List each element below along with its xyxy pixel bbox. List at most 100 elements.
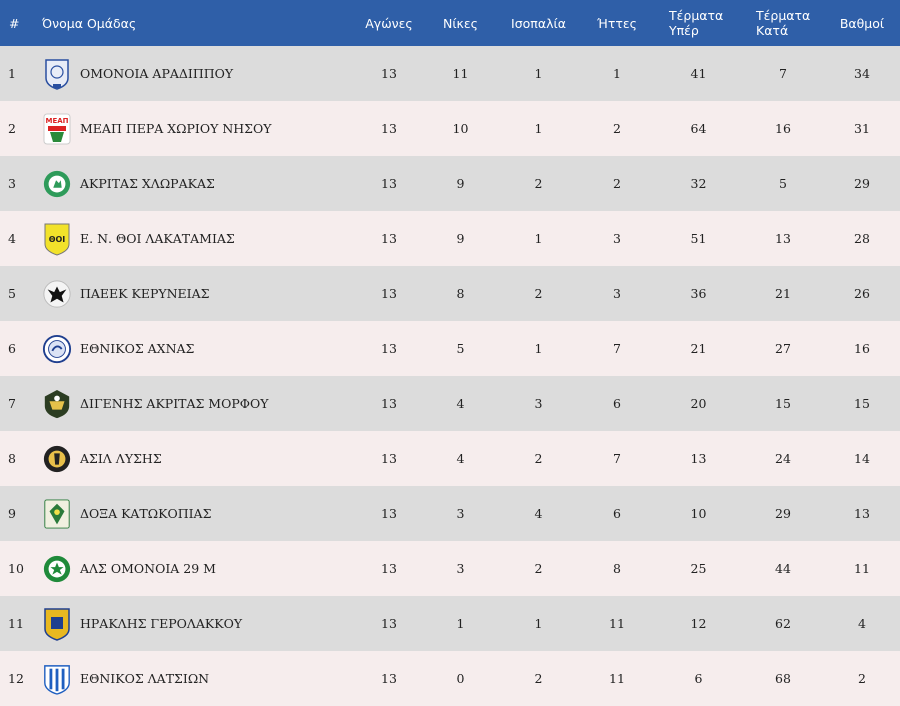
row-wins: 3 [456,561,465,576]
row-points: 13 [854,506,870,521]
row-goals-against: 13 [775,231,791,246]
row-goals-for: 21 [690,341,707,356]
row-points: 28 [854,231,870,246]
row-team: ΗΡΑΚΛΗΣ ΓΕΡΟΛΑΚΚΟΥ [38,596,355,651]
row-points: 16 [854,341,870,356]
omonia-aradippou-crest-icon [42,57,72,91]
row-points: 14 [854,451,870,466]
iraklis-gerolakkou-crest-icon [42,607,72,641]
asil-lysis-crest-icon [42,442,72,476]
row-draws: 1 [534,121,543,136]
row-position: 6 [8,341,16,356]
row-losses: 2 [613,121,621,136]
row-position: 9 [8,506,16,521]
row-wins: 5 [456,341,465,356]
akritas-chlorakas-crest-icon [42,167,72,201]
header-team-name: Όνομα Ομάδας [42,15,137,31]
row-played: 13 [381,66,397,81]
row-goals-against: 21 [775,286,791,301]
ethnikos-achnas-crest-icon [42,332,72,366]
table-row: 5 ΠΑΕΕΚ ΚΕΡΥΝΕΙΑΣ 13 8 2 3 36 21 26 [0,266,900,321]
row-team: ΟΜΟΝΟΙΑ ΑΡΑΔΙΠΠΟΥ [38,46,355,101]
row-goals-for: 36 [690,286,707,301]
row-losses: 8 [613,561,621,576]
row-wins: 9 [456,176,465,191]
row-played: 13 [381,561,397,576]
header-points: Βαθμοί [839,15,885,31]
table-row: 9 ΔΟΞΑ ΚΑΤΩΚΟΠΙΑΣ 13 3 4 6 10 29 13 [0,486,900,541]
row-played: 13 [381,671,397,686]
row-goals-for: 25 [690,561,707,576]
header-position: # [9,15,20,31]
row-points: 15 [854,396,870,411]
row-wins: 4 [456,451,465,466]
digenis-morfou-crest-icon [42,387,72,421]
row-played: 13 [381,341,397,356]
header-goals-against: Τέρματα Κατά [756,8,811,38]
row-wins: 8 [456,286,465,301]
row-team: ΔΟΞΑ ΚΑΤΩΚΟΠΙΑΣ [38,486,355,541]
row-goals-for: 10 [690,506,707,521]
row-losses: 6 [613,506,621,521]
row-played: 13 [381,121,397,136]
row-goals-for: 41 [690,66,707,81]
row-team: ΑΛΣ ΟΜΟΝΟΙΑ 29 Μ [38,541,355,596]
row-goals-against: 44 [775,561,791,576]
row-wins: 11 [452,66,469,81]
table-row: 2 ΜΕΑΠ ΜΕΑΠ ΠΕΡΑ ΧΩΡΙΟΥ ΝΗΣΟΥ 13 10 1 2 64 16 31 [0,101,900,156]
row-goals-against: 7 [779,66,787,81]
row-played: 13 [381,451,397,466]
row-losses: 7 [613,341,621,356]
row-losses: 7 [613,451,621,466]
row-goals-against: 27 [775,341,791,356]
team-name: ΑΛΣ ΟΜΟΝΟΙΑ 29 Μ [80,561,216,576]
team-name: ΑΣΙΛ ΛΥΣΗΣ [80,451,162,466]
header-wins: Νίκες [442,15,479,31]
team-name: ΕΘΝΙΚΟΣ ΑΧΝΑΣ [80,341,195,356]
row-team: ΔΙΓΕΝΗΣ ΑΚΡΙΤΑΣ ΜΟΡΦΟΥ [38,376,355,431]
row-losses: 2 [613,176,621,191]
table-row: 1 ΟΜΟΝΟΙΑ ΑΡΑΔΙΠΠΟΥ 13 11 1 1 41 7 34 [0,46,900,101]
header-played: Αγώνες [365,15,413,31]
team-name: ΕΘΝΙΚΟΣ ΛΑΤΣΙΩΝ [80,671,210,686]
row-draws: 2 [534,561,543,576]
paeek-eagle-crest-icon [42,277,72,311]
row-position: 2 [8,121,16,136]
thoi-lakatamias-crest-icon: ΘΟΙ [42,222,72,256]
table-row: 7 ΔΙΓΕΝΗΣ ΑΚΡΙΤΑΣ ΜΟΡΦΟΥ 13 4 3 6 20 15 15 [0,376,900,431]
row-losses: 11 [609,616,625,631]
omonia-29m-crest-icon [42,552,72,586]
row-goals-against: 16 [775,121,791,136]
row-position: 12 [8,671,24,686]
row-goals-against: 5 [779,176,787,191]
row-goals-against: 62 [775,616,791,631]
header-losses: Ήττες [596,15,638,31]
row-points: 29 [854,176,870,191]
table-row: 10 ΑΛΣ ΟΜΟΝΟΙΑ 29 Μ 13 3 2 8 25 44 11 [0,541,900,596]
row-goals-for: 32 [690,176,707,191]
team-name: ΟΜΟΝΟΙΑ ΑΡΑΔΙΠΠΟΥ [80,66,234,81]
row-losses: 6 [613,396,621,411]
table-row: 11 ΗΡΑΚΛΗΣ ΓΕΡΟΛΑΚΚΟΥ 13 1 1 11 12 62 4 [0,596,900,651]
row-points: 34 [854,66,870,81]
row-wins: 10 [452,121,469,136]
row-wins: 3 [456,506,465,521]
row-team: ΑΣΙΛ ΛΥΣΗΣ [38,431,355,486]
row-played: 13 [381,231,397,246]
row-position: 4 [8,231,16,246]
row-goals-against: 24 [775,451,791,466]
row-points: 4 [858,616,866,631]
row-goals-for: 64 [690,121,707,136]
row-draws: 1 [534,341,543,356]
row-draws: 4 [534,506,543,521]
row-position: 8 [8,451,16,466]
row-position: 3 [8,176,16,191]
row-wins: 1 [456,616,465,631]
team-name: Ε. Ν. ΘΟΙ ΛΑΚΑΤΑΜΙΑΣ [80,231,235,246]
row-draws: 3 [534,396,543,411]
table-row: 4 ΘΟΙ Ε. Ν. ΘΟΙ ΛΑΚΑΤΑΜΙΑΣ 13 9 1 3 51 13 28 [0,211,900,266]
row-points: 11 [854,561,870,576]
row-position: 11 [8,616,24,631]
row-losses: 3 [613,231,621,246]
